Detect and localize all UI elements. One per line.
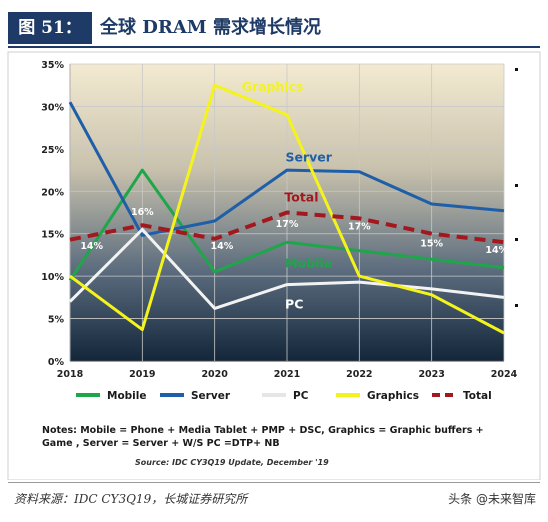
- side-mark: [515, 184, 518, 187]
- total-data-label: 14%: [80, 241, 103, 252]
- figure-header: 图 51： 全球 DRAM 需求增长情况: [8, 10, 540, 48]
- series-line-mobile: [68, 168, 505, 282]
- figure-number: 图 51：: [8, 12, 92, 44]
- total-data-label: 15%: [420, 238, 443, 249]
- legend-label-mobile: Mobile: [107, 390, 147, 402]
- x-tick-label: 2024: [491, 369, 518, 380]
- total-data-label: 14%: [485, 245, 508, 256]
- x-tick-label: 2020: [201, 369, 228, 380]
- x-tick-label: 2018: [57, 369, 84, 380]
- y-tick-label: 0%: [48, 357, 65, 368]
- side-mark: [515, 304, 518, 307]
- legend-label-server: Server: [191, 390, 231, 402]
- series-label-graphics: Graphics: [242, 79, 304, 94]
- y-tick-label: 25%: [41, 145, 64, 156]
- notes-line-2: Game , Server = Server + W/S PC =DTP+ NB: [42, 438, 280, 449]
- y-tick-label: 30%: [41, 102, 64, 113]
- chart-source: Source: IDC CY3Q19 Update, December '19: [135, 458, 329, 467]
- total-data-label: 16%: [131, 207, 154, 218]
- y-tick-label: 10%: [41, 272, 64, 283]
- watermark: 头条 @未来智库: [448, 492, 536, 506]
- x-tick-label: 2021: [274, 369, 300, 380]
- legend-label-pc: PC: [293, 390, 309, 402]
- series-label-server: Server: [285, 150, 332, 165]
- figure-title: 全球 DRAM 需求增长情况: [100, 17, 321, 38]
- series-line-server: [68, 101, 505, 237]
- side-mark: [515, 68, 518, 71]
- total-data-label: 17%: [348, 221, 371, 232]
- y-tick-label: 20%: [41, 187, 64, 198]
- y-tick-label: 35%: [41, 60, 64, 71]
- y-tick-label: 5%: [48, 315, 65, 326]
- total-data-label: 17%: [276, 219, 299, 230]
- series-label-pc: PC: [285, 296, 303, 311]
- series-label-total: Total: [284, 189, 318, 204]
- notes-line-1: Notes: Mobile = Phone + Media Tablet + P…: [42, 425, 484, 436]
- x-tick-label: 2023: [418, 369, 444, 380]
- x-tick-label: 2022: [346, 369, 372, 380]
- total-data-label: 14%: [211, 241, 234, 252]
- dram-demand-chart: 0% 5% 10% 15% 20% 25% 30% 35% 2018 2019 2020 2021 2…: [7, 51, 541, 480]
- series-line-pc: [68, 228, 505, 310]
- series-label-mobile: Mobile: [285, 256, 332, 271]
- y-tick-label: 15%: [41, 230, 64, 241]
- side-mark: [515, 238, 518, 241]
- source-footer: 资料来源：IDC CY3Q19，长城证券研究所 头条 @未来智库: [8, 482, 540, 513]
- legend-label-graphics: Graphics: [367, 390, 419, 402]
- legend-label-total: Total: [463, 390, 492, 402]
- source-text: 资料来源：IDC CY3Q19，长城证券研究所: [14, 492, 248, 506]
- series-line-total: [69, 210, 505, 245]
- series-line-graphics: [69, 83, 505, 335]
- x-tick-label: 2019: [129, 369, 155, 380]
